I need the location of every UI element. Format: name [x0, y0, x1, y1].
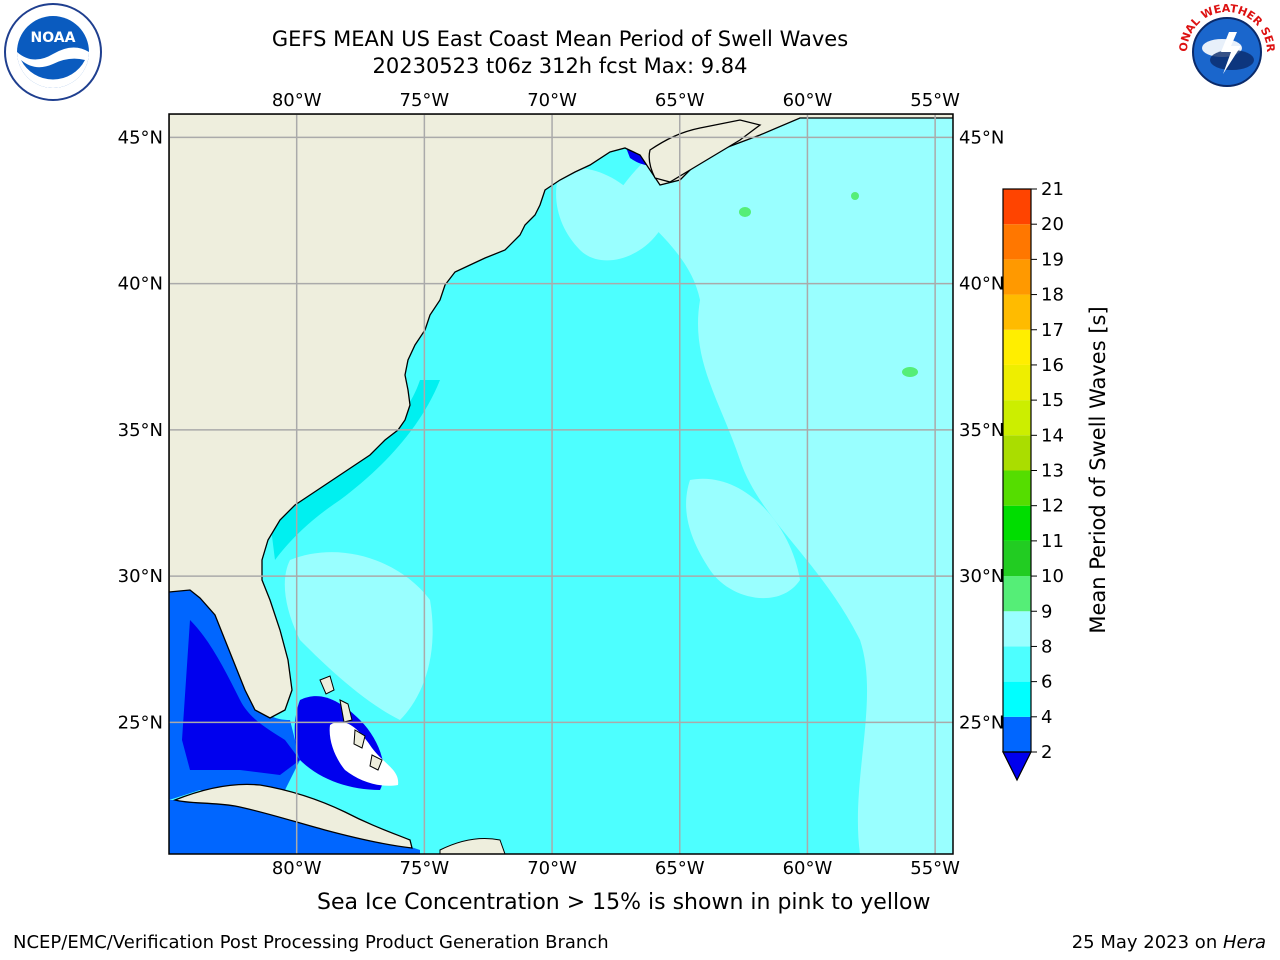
colorbar-segment — [1003, 400, 1031, 436]
colorbar-tick-label: 21 — [1041, 179, 1064, 200]
colorbar-segment — [1003, 224, 1031, 260]
colorbar-tick-label: 14 — [1041, 425, 1064, 446]
colorbar-tick-label: 17 — [1041, 320, 1064, 341]
colorbar-tick-label: 6 — [1041, 672, 1052, 693]
lat-tick-left: 40°N — [118, 274, 163, 295]
swell-region-8-9s-south — [284, 552, 433, 720]
colorbar-extend-min — [1002, 751, 1032, 782]
swell-region-8-9s-east — [620, 114, 953, 854]
lat-tick-right: 40°N — [959, 274, 1004, 295]
gridlines — [169, 114, 953, 854]
lon-tick-top: 60°W — [783, 90, 833, 111]
colorbar-segment — [1003, 329, 1031, 365]
lon-tick-top: 75°W — [400, 90, 450, 111]
footer-host: Hera — [1222, 932, 1266, 953]
lon-tick-bottom: 55°W — [910, 858, 960, 879]
lon-tick-bottom: 80°W — [272, 858, 322, 879]
colorbar-segment — [1003, 611, 1031, 647]
colorbar-segment — [1003, 189, 1031, 225]
footer-date-text: 25 May 2023 on — [1071, 932, 1223, 953]
colorbar-segment — [1003, 646, 1031, 682]
lon-tick-top: 55°W — [910, 90, 960, 111]
colorbar-tick-label: 12 — [1041, 496, 1064, 517]
nws-logo: NATIONAL WEATHER SERVICE — [1176, 2, 1277, 100]
colorbar-segment — [1003, 435, 1031, 471]
lon-tick-top: 65°W — [655, 90, 705, 111]
lat-tick-right: 35°N — [959, 420, 1004, 441]
map-plot-area — [169, 114, 953, 854]
footer-date: 25 May 2023 on Hera — [1072, 932, 1266, 953]
colorbar-segment — [1003, 259, 1031, 295]
lat-tick-right: 25°N — [959, 712, 1004, 733]
colorbar-tick-label: 2 — [1041, 742, 1052, 763]
noaa-logo-text: NOAA — [31, 30, 76, 46]
noaa-logo: NOAA — [4, 3, 102, 101]
lon-tick-bottom: 70°W — [527, 858, 577, 879]
lat-tick-left: 35°N — [118, 420, 163, 441]
lon-tick-top: 80°W — [272, 90, 322, 111]
footer-credit: NCEP/EMC/Verification Post Processing Pr… — [13, 932, 609, 953]
lon-tick-bottom: 65°W — [655, 858, 705, 879]
colorbar-tick-label: 19 — [1041, 249, 1064, 270]
colorbar-tick-label: 18 — [1041, 285, 1064, 306]
swell-region-8-9s-central — [686, 478, 800, 599]
swell-patch-9-10s — [902, 367, 918, 377]
lon-tick-bottom: 60°W — [783, 858, 833, 879]
colorbar-tick-label: 15 — [1041, 390, 1064, 411]
colorbar-tick-label: 20 — [1041, 214, 1064, 235]
bahamas-shoal — [329, 721, 399, 786]
lon-tick-top: 70°W — [527, 90, 577, 111]
lat-tick-left: 30°N — [118, 566, 163, 587]
swell-patch-9-10s — [739, 207, 751, 217]
caribbean-region-2-4s — [169, 800, 420, 854]
colorbar-tick-label: 9 — [1041, 601, 1052, 622]
colorbar-tick-label: 13 — [1041, 461, 1064, 482]
lat-tick-left: 45°N — [118, 127, 163, 148]
colorbar-label: Mean Period of Swell Waves [s] — [1086, 306, 1110, 634]
land-bahamas — [319, 675, 383, 771]
lat-tick-right: 45°N — [959, 127, 1004, 148]
swell-region-8-9s-north — [556, 168, 660, 261]
map-frame — [168, 113, 954, 855]
colorbar: 2 4 6 8 9 10 11 12 13 14 15 16 17 18 19 20 21 — [1002, 179, 1064, 782]
swell-patch-9-10s — [851, 192, 859, 200]
colorbar-segment — [1003, 540, 1031, 577]
land-north-america — [169, 114, 953, 719]
colorbar-segment — [1003, 364, 1031, 401]
colorbar-segment — [1003, 505, 1031, 541]
map-subtitle: 20230523 t06z 312h fcst Max: 9.84 — [372, 54, 748, 78]
colorbar-segment — [1003, 716, 1031, 752]
colorbar-tick-label: 11 — [1041, 531, 1064, 552]
colorbar-tick-label: 8 — [1041, 636, 1052, 657]
lon-tick-bottom: 75°W — [400, 858, 450, 879]
gulf-region-below-2s — [182, 620, 300, 775]
colorbar-tick-label: 4 — [1041, 707, 1052, 728]
colorbar-segment — [1003, 294, 1031, 330]
colorbar-segment — [1003, 681, 1031, 717]
colorbar-segment — [1003, 470, 1031, 506]
colorbar-tick-label: 16 — [1041, 355, 1064, 376]
lat-tick-right: 30°N — [959, 566, 1004, 587]
land-cuba — [172, 783, 413, 849]
sea-ice-note: Sea Ice Concentration > 15% is shown in … — [317, 890, 931, 915]
map-title: GEFS MEAN US East Coast Mean Period of S… — [271, 27, 849, 51]
colorbar-tick-label: 10 — [1041, 566, 1064, 587]
land-nova-scotia — [648, 119, 762, 183]
colorbar-segment — [1003, 576, 1031, 612]
lat-tick-left: 25°N — [118, 712, 163, 733]
land-hispaniola — [439, 837, 506, 854]
